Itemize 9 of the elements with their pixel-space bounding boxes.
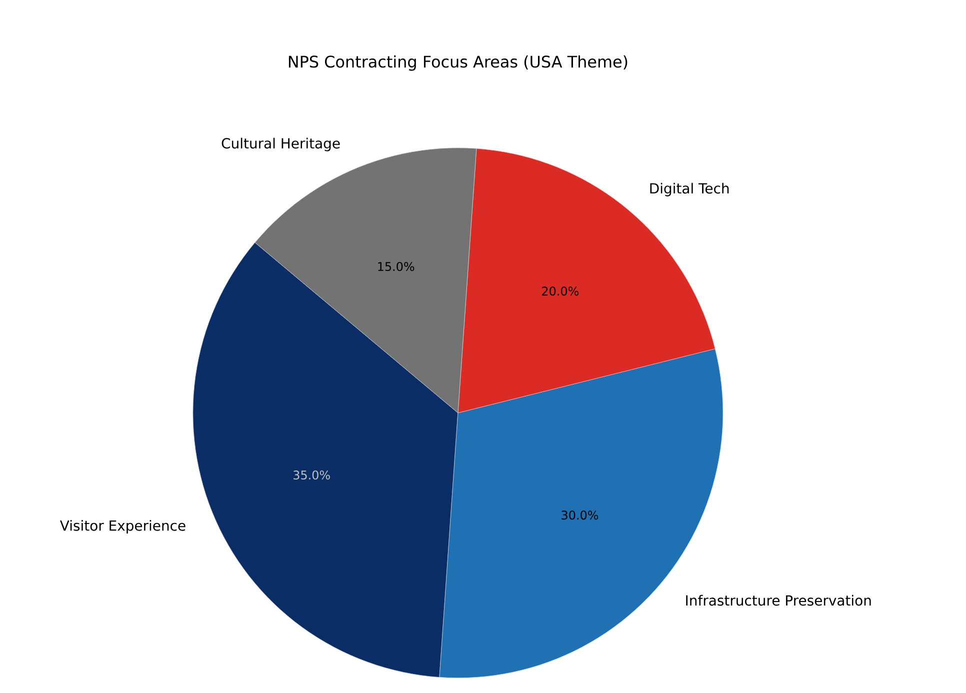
slice-label: Infrastructure Preservation [686, 594, 871, 606]
chart-title: NPS Contracting Focus Areas (USA Theme) [288, 55, 628, 71]
slice-label: Digital Tech [650, 182, 729, 196]
data-label: 35.0% [294, 470, 330, 480]
slice-label: Visitor Experience [60, 520, 186, 534]
data-label: 20.0% [542, 286, 579, 296]
data-label: 30.0% [562, 510, 598, 520]
data-label: 15.0% [378, 262, 414, 272]
slice-label: Cultural Heritage [222, 138, 340, 152]
